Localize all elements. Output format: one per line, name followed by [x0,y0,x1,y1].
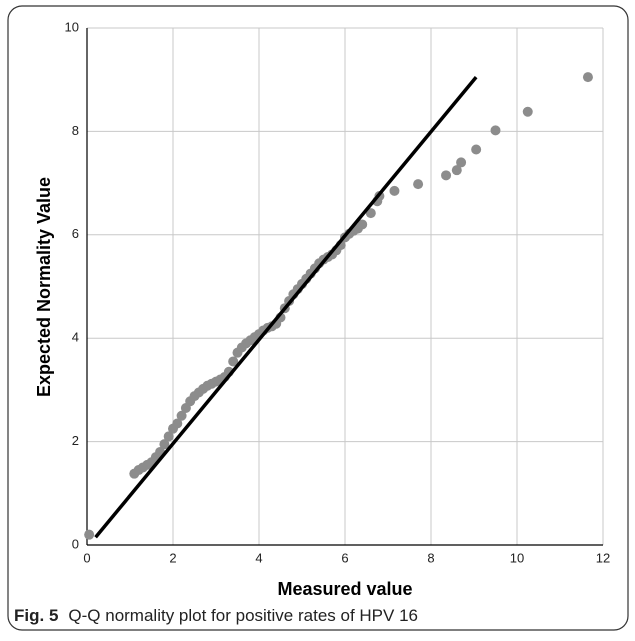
point [84,529,95,540]
y-axis-title: Expected Normality Value [34,177,54,397]
y-tick-label: 8 [72,123,79,138]
frame [7,5,629,631]
point [522,106,533,117]
x-tick-label: 0 [83,550,90,565]
point [413,179,424,190]
y-tick-label: 4 [72,330,79,345]
point [451,165,462,176]
y-tick-label: 6 [72,226,79,241]
point [159,439,170,450]
reference-line [94,75,478,539]
y-tick-label: 0 [72,536,79,551]
point [456,157,467,168]
x-tick-label: 8 [427,550,434,565]
point [172,418,183,429]
x-tick-label: 2 [169,550,176,565]
point [490,125,501,136]
point [365,208,376,219]
point [357,219,368,230]
point [582,72,593,83]
y-tick-label: 2 [72,433,79,448]
x-axis-title: Measured value [277,579,412,599]
point [228,356,239,367]
x-tick-label: 10 [510,550,524,565]
point [471,144,482,155]
y-tick-label: 10 [65,19,79,34]
point [163,431,174,442]
point [441,170,452,181]
caption: Fig. 5 Q-Q normality plot for positive ra… [14,606,418,625]
x-tick-label: 4 [255,550,262,565]
caption-label: Fig. 5 [14,606,58,625]
point [389,185,400,196]
x-tick-label: 12 [596,550,610,565]
x-tick-label: 6 [341,550,348,565]
caption-text: Q-Q normality plot for positive rates of… [68,606,418,625]
point [176,410,187,421]
